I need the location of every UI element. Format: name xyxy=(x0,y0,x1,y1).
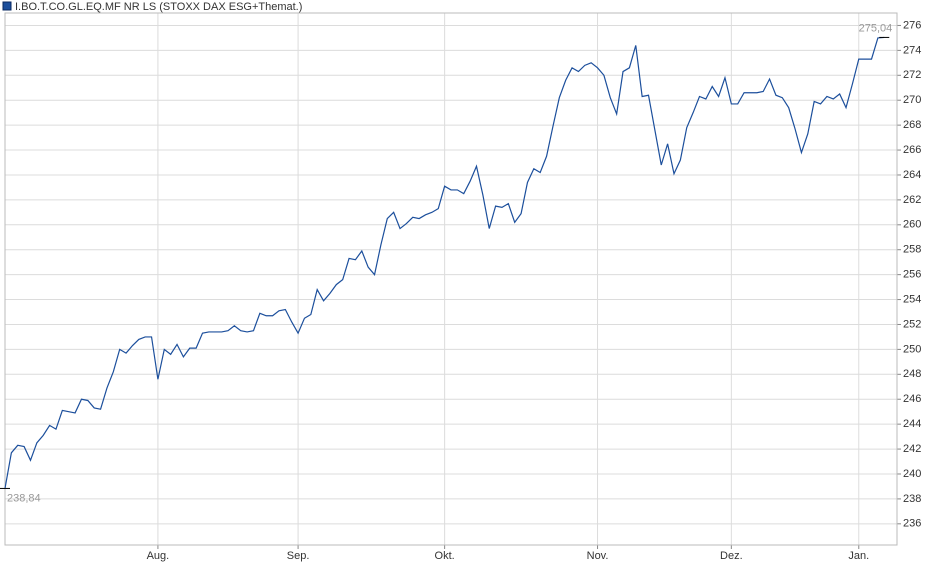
y-tick-label: 246 xyxy=(903,393,921,405)
y-tick-label: 274 xyxy=(903,44,921,56)
y-tick-label: 268 xyxy=(903,119,921,131)
y-tick-label: 236 xyxy=(903,518,921,530)
y-tick-label: 266 xyxy=(903,144,921,156)
y-tick-label: 248 xyxy=(903,368,921,380)
series-line xyxy=(4,36,885,489)
y-tick-label: 250 xyxy=(903,343,921,355)
y-tick-label: 256 xyxy=(903,269,921,281)
legend-label: I.BO.T.CO.GL.EQ.MF NR LS (STOXX DAX ESG+… xyxy=(15,1,302,13)
x-tick-label: Sep. xyxy=(287,550,310,562)
y-tick-label: 240 xyxy=(903,468,921,480)
legend-swatch xyxy=(2,1,12,11)
x-tick-label: Jan. xyxy=(848,550,869,562)
end-label: 275,04 xyxy=(859,22,893,34)
x-tick-label: Okt. xyxy=(435,550,455,562)
y-tick-label: 270 xyxy=(903,94,921,106)
x-tick-label: Dez. xyxy=(720,550,743,562)
y-tick-label: 238 xyxy=(903,493,921,505)
start-label: 238,84 xyxy=(7,492,41,504)
y-tick-label: 262 xyxy=(903,194,921,206)
x-tick-label: Aug. xyxy=(147,550,170,562)
y-tick-label: 252 xyxy=(903,318,921,330)
y-tick-label: 242 xyxy=(903,443,921,455)
y-tick-label: 254 xyxy=(903,293,921,305)
y-tick-label: 272 xyxy=(903,69,921,81)
y-tick-label: 244 xyxy=(903,418,921,430)
y-tick-label: 258 xyxy=(903,244,921,256)
plot-frame xyxy=(4,12,898,546)
x-tick-label: Nov. xyxy=(587,550,609,562)
y-tick-label: 264 xyxy=(903,169,921,181)
y-tick-label: 260 xyxy=(903,219,921,231)
y-tick-label: 276 xyxy=(903,19,921,31)
